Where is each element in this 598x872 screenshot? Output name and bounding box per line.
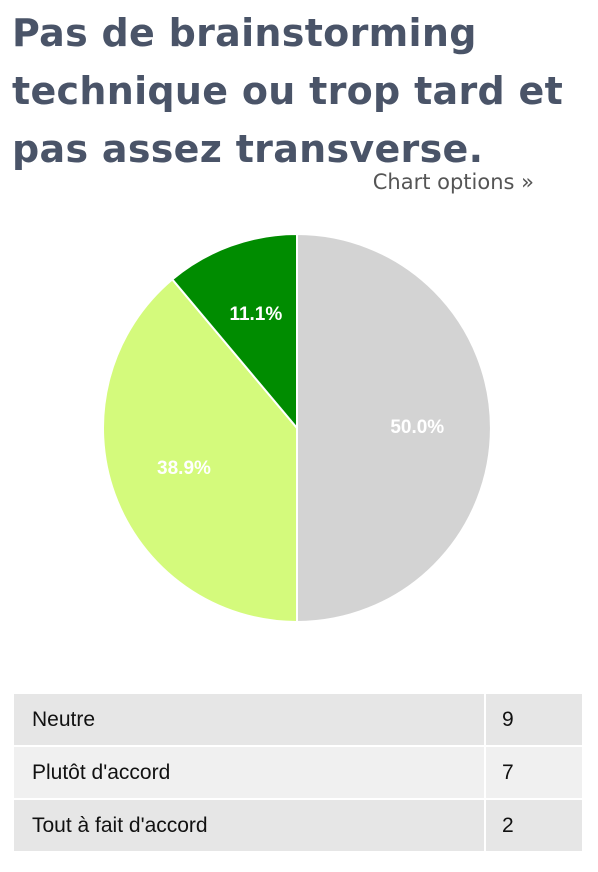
results-table: Neutre 9 Plutôt d'accord 7 Tout à fait d… bbox=[12, 692, 584, 853]
pie-chart-container: 50.0% 38.9% 11.1% bbox=[0, 220, 598, 640]
table-row: Plutôt d'accord 7 bbox=[12, 745, 584, 800]
row-label: Tout à fait d'accord bbox=[12, 798, 486, 853]
row-label: Neutre bbox=[12, 692, 486, 747]
table-row: Neutre 9 bbox=[12, 692, 584, 747]
pie-chart: 50.0% 38.9% 11.1% bbox=[102, 232, 492, 624]
pie-slice-2 bbox=[170, 232, 298, 431]
question-title: Pas de brainstorming technique ou trop t… bbox=[12, 11, 564, 171]
row-count: 2 bbox=[484, 798, 584, 853]
pie-label-2: 11.1% bbox=[229, 304, 282, 325]
table-row: Tout à fait d'accord 2 bbox=[12, 798, 584, 853]
row-count: 7 bbox=[484, 745, 584, 800]
row-label: Plutôt d'accord bbox=[12, 745, 486, 800]
row-count: 9 bbox=[484, 692, 584, 747]
pie-slice-0 bbox=[296, 232, 492, 624]
pie-slice-1 bbox=[102, 277, 298, 624]
pie-label-1: 38.9% bbox=[157, 458, 211, 479]
pie-label-0: 50.0% bbox=[390, 417, 444, 438]
chart-options-link[interactable]: Chart options » bbox=[372, 170, 534, 194]
